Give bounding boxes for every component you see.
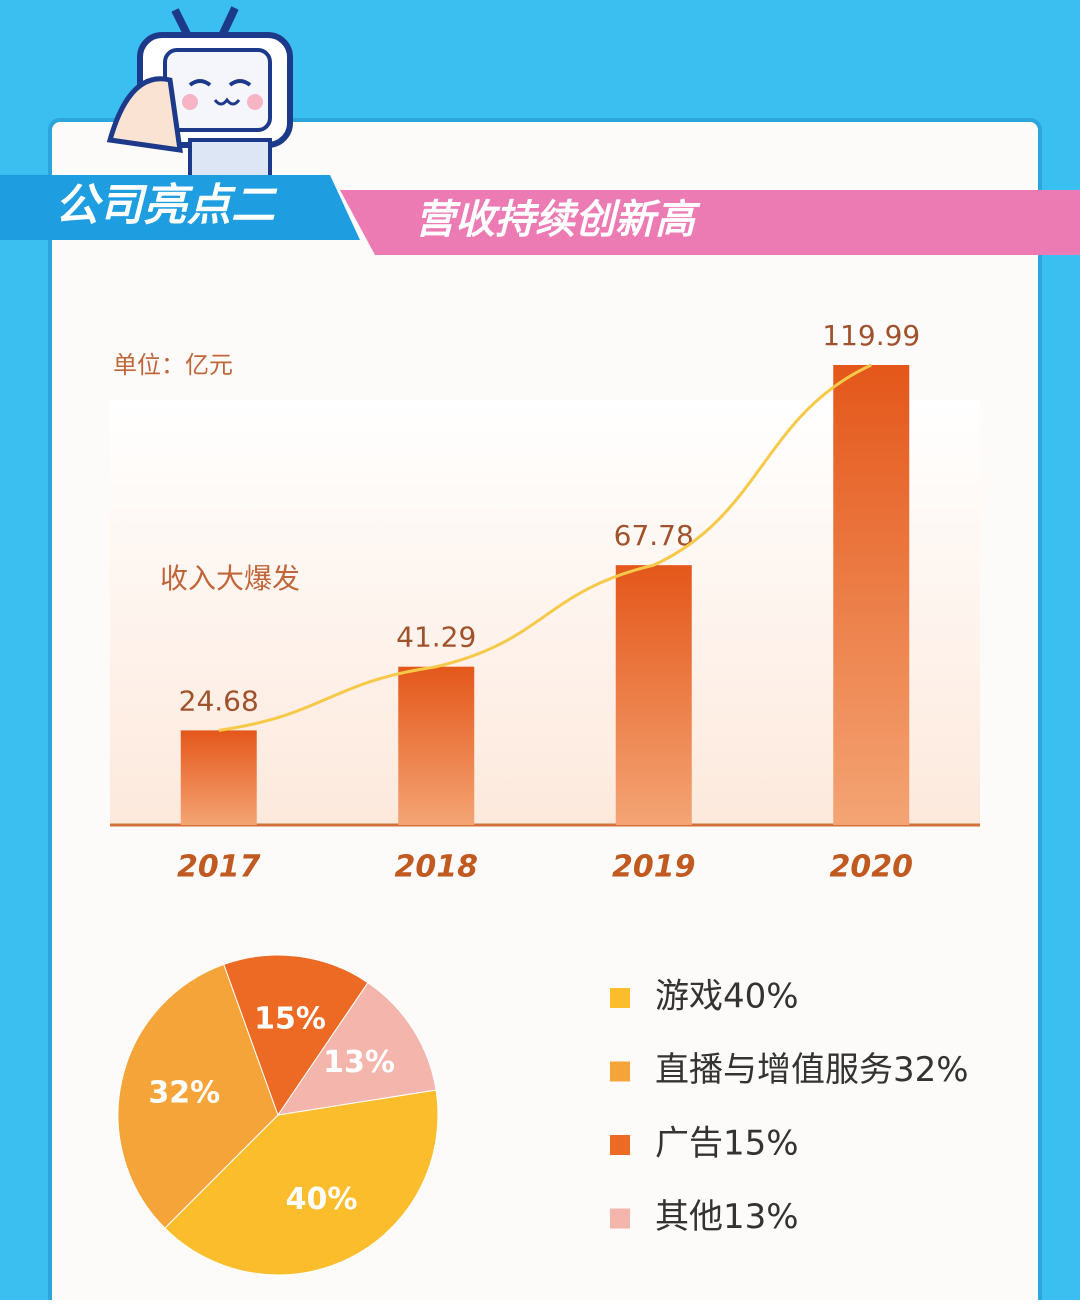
title-band [340,190,1080,255]
x-tick-label: 2018 [395,850,479,885]
bar [615,565,692,825]
badge-band [0,175,360,240]
legend-swatch [610,988,630,1008]
legend-swatch [610,1208,630,1229]
x-tick-label: 2017 [177,850,261,885]
pie-slice [223,954,369,1117]
value-label: 41.29 [396,621,476,654]
legend-label: 其他13% [655,1197,799,1237]
legend-label: 直播与增值服务32% [655,1050,969,1090]
bar [833,365,910,825]
slice-label: 15% [254,1001,326,1036]
pie-slice [276,981,437,1116]
slice-label: 40% [286,1182,358,1217]
slice-label: 13% [323,1045,395,1080]
bar [398,666,475,825]
value-label: 24.68 [179,684,259,717]
bar [180,730,257,825]
value-label: 67.78 [614,519,694,552]
x-tick-label: 2020 [830,850,914,885]
annotation: 收入大爆发 [160,562,300,595]
trend-line [218,363,872,732]
mascot [106,6,293,182]
legend-swatch [610,1135,630,1155]
pie-slice [117,963,279,1229]
pie-slice [164,1089,439,1276]
legend-label: 游戏40% [655,977,799,1017]
slice-label: 32% [148,1076,220,1111]
legend-swatch [610,1061,630,1082]
x-tick-label: 2019 [612,850,696,885]
title-text: 营收持续创新高 [415,197,701,243]
unit-label: 单位：亿元 [113,351,233,379]
value-label: 119.99 [822,319,920,352]
legend-label: 广告15% [655,1124,799,1164]
badge-text: 公司亮点二 [55,180,278,231]
